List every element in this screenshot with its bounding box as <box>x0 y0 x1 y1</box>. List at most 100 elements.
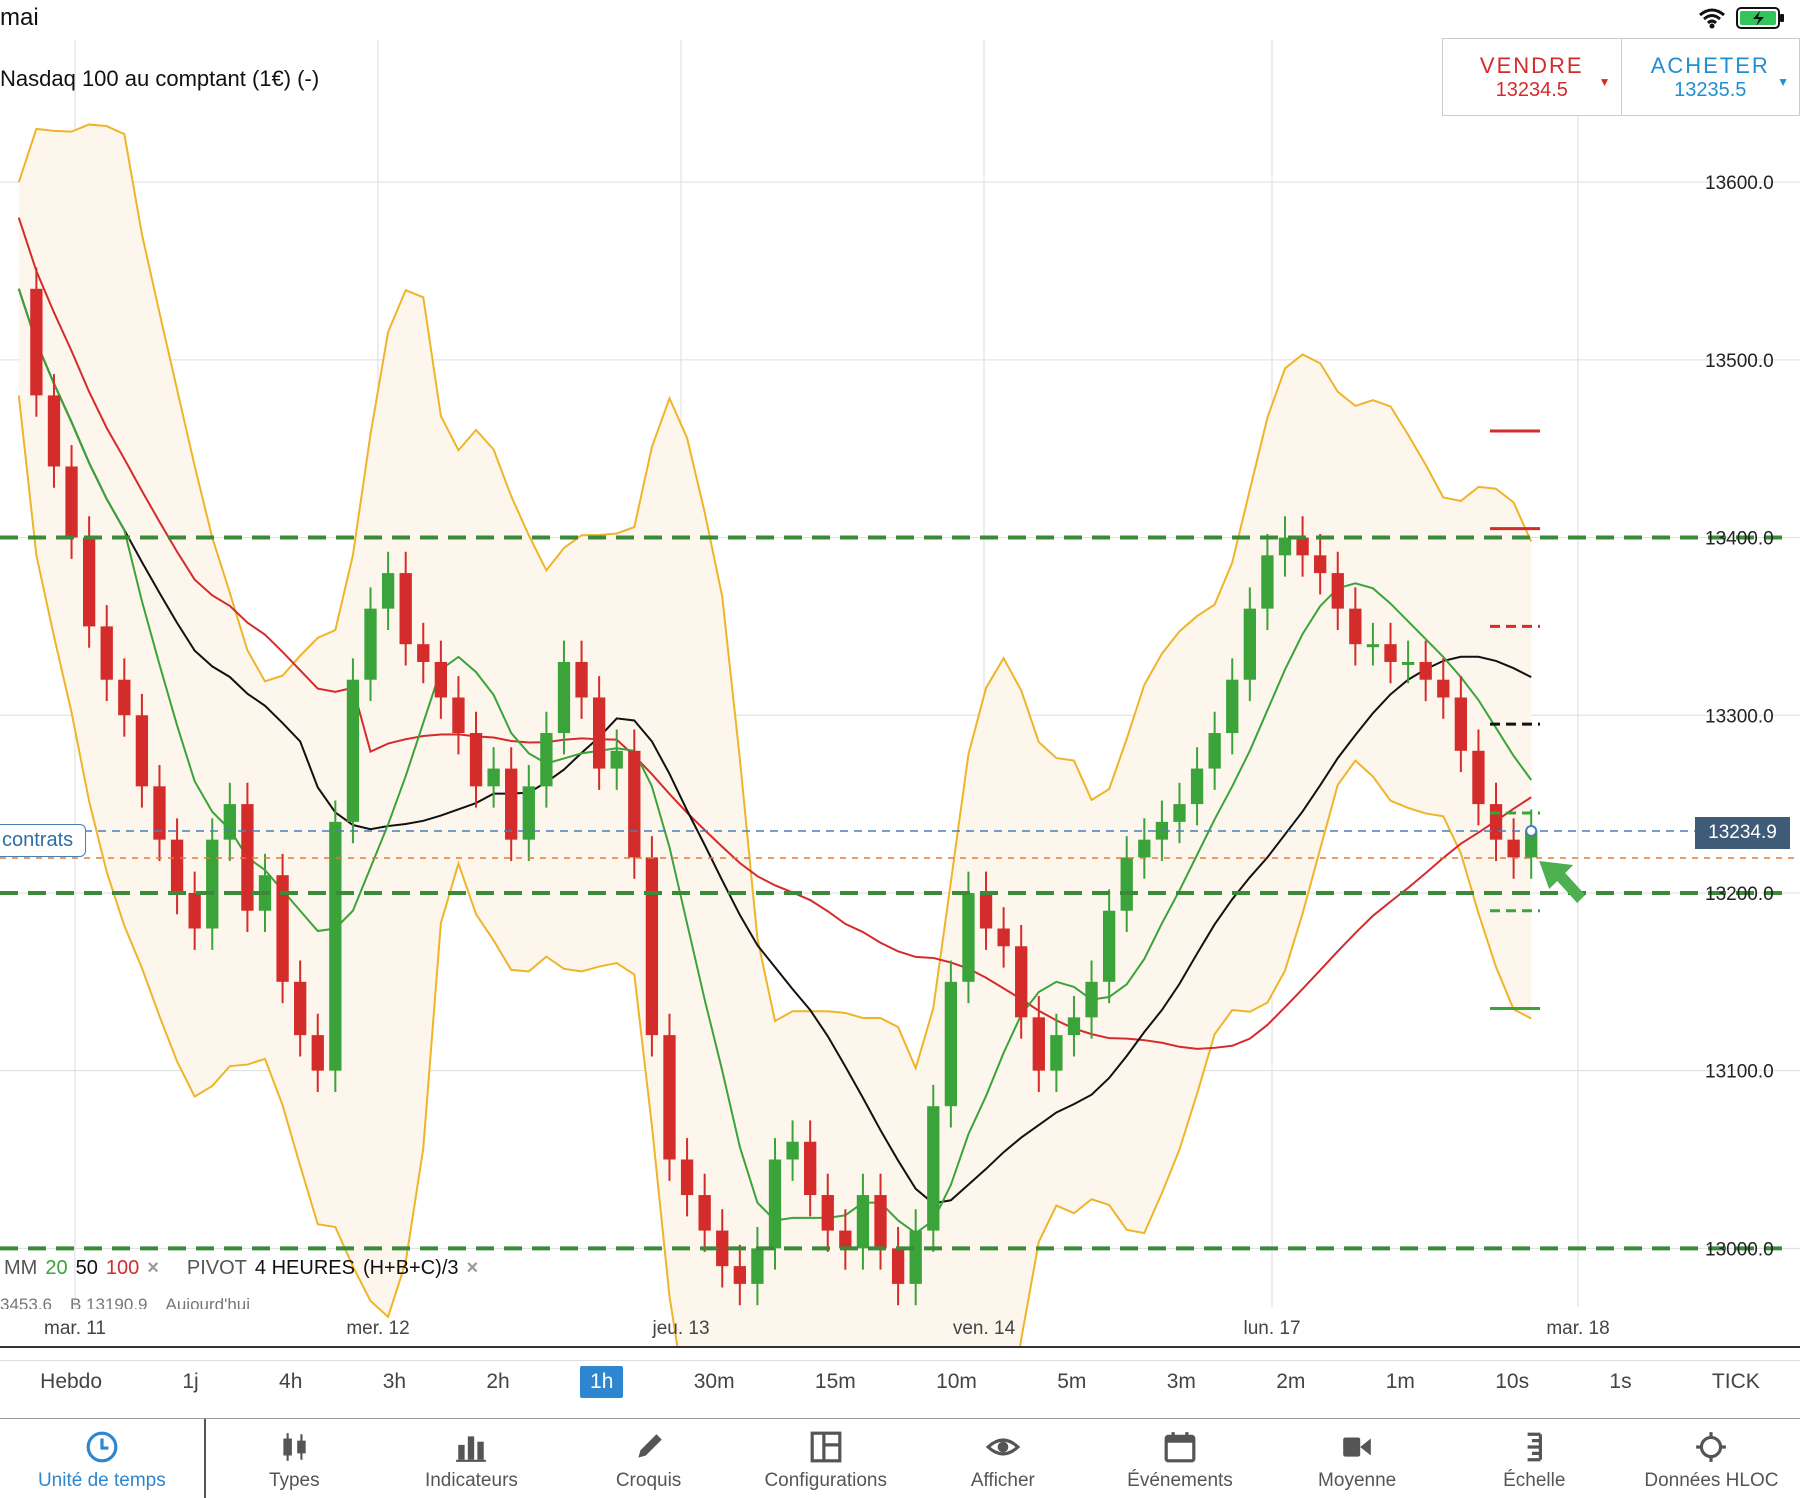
candle-body <box>1384 644 1397 662</box>
toolbar-pencil-button[interactable]: Croquis <box>560 1419 737 1498</box>
x-tick-label: lun. 17 <box>1243 1318 1300 1339</box>
timeframe-hebdo[interactable]: Hebdo <box>40 1370 103 1393</box>
toolbar-video-button[interactable]: Moyenne <box>1269 1419 1446 1498</box>
timeframe-2m[interactable]: 2m <box>1276 1370 1306 1393</box>
crosshair-icon <box>1696 1432 1727 1462</box>
toolbar-scale-button[interactable]: Échelle <box>1446 1419 1623 1498</box>
candle-body <box>329 821 342 1071</box>
candle-body <box>1226 679 1239 734</box>
battery-icon <box>1736 7 1784 29</box>
timeframe-1s[interactable]: 1s <box>1609 1370 1632 1393</box>
candle-body <box>1102 910 1116 982</box>
candle-body <box>82 537 96 627</box>
current-price-marker <box>1525 824 1538 837</box>
timeframe-2h[interactable]: 2h <box>486 1370 510 1393</box>
toolbar-label: Croquis <box>615 1470 682 1491</box>
candle-body <box>1208 733 1221 769</box>
timeframe-1m[interactable]: 1m <box>1385 1370 1415 1393</box>
candle-body <box>839 1230 852 1249</box>
candle-body <box>522 786 535 840</box>
candle-body <box>452 697 465 734</box>
candle-body <box>1454 697 1468 751</box>
toolbar-layout-button[interactable]: Configurations <box>737 1419 914 1498</box>
buy-button[interactable]: ACHETER 13235.5 ▼ <box>1620 39 1800 115</box>
indicator-values-row: 3453.6 B 13190.9 Aujourd'hui <box>0 1295 250 1309</box>
candle-body <box>1261 555 1274 609</box>
candle-body <box>505 768 518 840</box>
candle-body <box>1401 661 1415 665</box>
candle-body <box>311 1035 324 1071</box>
ma-50-line <box>17 288 1532 1205</box>
candle-body <box>65 466 78 538</box>
toolbar-label: Échelle <box>1503 1470 1566 1491</box>
candle-body <box>628 750 641 858</box>
remove-pivot-icon[interactable]: × <box>466 1257 479 1279</box>
candle-body <box>417 644 430 662</box>
layout-icon <box>810 1431 842 1463</box>
candle-body <box>153 786 166 840</box>
timeframe-3m[interactable]: 3m <box>1166 1370 1196 1393</box>
timeframe-10s[interactable]: 10s <box>1495 1370 1530 1393</box>
timeframe-tick[interactable]: TICK <box>1711 1370 1760 1393</box>
remove-mm-icon[interactable]: × <box>147 1257 159 1279</box>
x-tick-label: jeu. 13 <box>651 1318 709 1339</box>
candle-body <box>1050 1035 1063 1071</box>
timeframe-15m[interactable]: 15m <box>814 1370 856 1393</box>
candle-body <box>1349 608 1362 645</box>
y-tick-label: 13600.0 <box>1705 173 1774 194</box>
candle-body <box>100 626 113 680</box>
candle-body <box>1085 981 1098 1018</box>
candle-body <box>997 928 1010 947</box>
candle-body <box>1120 857 1133 911</box>
pencil-icon <box>637 1434 662 1458</box>
timeframe-4h[interactable]: 4h <box>279 1370 303 1393</box>
position-tag[interactable]: contrats <box>0 824 87 857</box>
buy-dropdown-icon[interactable]: ▼ <box>1777 75 1789 89</box>
y-tick-label: 13000.0 <box>1705 1239 1774 1260</box>
timeframe-10m[interactable]: 10m <box>936 1370 977 1393</box>
candle-body <box>30 288 43 396</box>
candle-body <box>135 715 149 787</box>
chart-area[interactable]: 13000.0 13100.0 13200.0 13300.0 13400.0 13500… <box>0 40 1800 1348</box>
sell-dropdown-icon[interactable]: ▼ <box>1598 75 1611 89</box>
toolbar-crosshair-button[interactable]: Données HLOC <box>1623 1419 1800 1498</box>
pivot-period: 4 HEURES <box>254 1257 355 1279</box>
toolbar-label: Afficher <box>970 1470 1035 1491</box>
timeframe-bar: Hebdo 1j 4h 3h 2h 1h 30m 15m 10m 5m 3m 2m 1m 10s 1s TIC… <box>0 1360 1800 1403</box>
candle-body <box>698 1195 711 1231</box>
sell-button[interactable]: VENDRE 13234.5 ▼ <box>1443 39 1621 115</box>
sell-price: 13234.5 <box>1495 79 1568 101</box>
x-tick-label: mer. 12 <box>346 1318 409 1339</box>
bar-chart-icon <box>456 1436 487 1462</box>
mm-20-label: 20 <box>45 1257 68 1279</box>
timeframe-5m[interactable]: 5m <box>1057 1370 1087 1393</box>
candle-body <box>346 679 360 822</box>
price-chart[interactable]: 13000.0 13100.0 13200.0 13300.0 13400.0 13500… <box>0 40 1800 1348</box>
mm-50-label: 50 <box>75 1257 98 1279</box>
candle-body <box>680 1159 694 1196</box>
timeframe-30m[interactable]: 30m <box>693 1370 735 1393</box>
instrument-label: Nasdaq 100 au comptant (1€) (-) <box>0 66 320 91</box>
timeframe-1j[interactable]: 1j <box>182 1370 199 1393</box>
candle-body <box>979 892 993 929</box>
candle-body <box>663 1035 676 1160</box>
candle-body <box>768 1159 782 1249</box>
y-tick-label: 13400.0 <box>1705 529 1774 550</box>
candle-body <box>1173 804 1186 822</box>
toolbar-eye-button[interactable]: Afficher <box>914 1419 1091 1498</box>
y-tick-label: 13500.0 <box>1705 351 1774 372</box>
candle-body <box>786 1141 799 1160</box>
toolbar-candles-button[interactable]: Types <box>206 1419 383 1498</box>
current-price-tag: 13234.9 <box>1695 817 1790 849</box>
toolbar-clock-button[interactable]: Unité de temps <box>0 1419 206 1498</box>
timeframe-3h[interactable]: 3h <box>382 1370 407 1393</box>
candle-body <box>1314 555 1327 574</box>
candle-body <box>206 839 219 929</box>
toolbar-bar-chart-button[interactable]: Indicateurs <box>383 1419 560 1498</box>
candles-icon <box>283 1433 306 1461</box>
timeframe-1h[interactable]: 1h <box>580 1366 624 1398</box>
candle-body <box>540 733 553 787</box>
bollinger-lower-line <box>17 395 1532 1348</box>
toolbar-calendar-button[interactable]: Événements <box>1091 1419 1268 1498</box>
status-icons <box>1698 6 1786 30</box>
